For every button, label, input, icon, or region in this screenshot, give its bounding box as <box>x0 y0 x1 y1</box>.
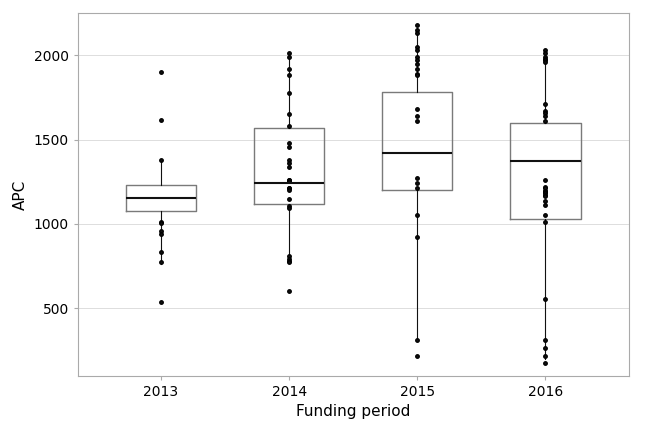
X-axis label: Funding period: Funding period <box>296 404 410 419</box>
Y-axis label: APC: APC <box>13 179 28 210</box>
